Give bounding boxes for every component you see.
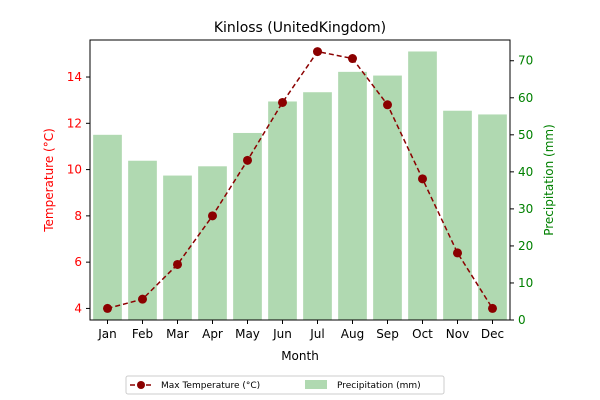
legend-label-temperature: Max Temperature (°C): [161, 381, 260, 391]
y-right-tick-label: 20: [518, 239, 533, 253]
legend-bar-swatch: [305, 380, 327, 389]
y-right-tick-label: 50: [518, 128, 533, 142]
temperature-point-nov: [453, 248, 462, 258]
legend-frame: [125, 375, 445, 395]
y-left-tick-label: 14: [67, 70, 82, 84]
temperature-series-line: [107, 50, 494, 310]
temperature-point-oct: [418, 174, 427, 184]
y-right-tick-label: 40: [518, 165, 533, 179]
temperature-point-mar: [173, 259, 182, 269]
y-left-tick-label: 6: [74, 255, 82, 269]
x-tick-label-nov: Nov: [446, 327, 469, 341]
y-right-tick-label: 70: [518, 54, 533, 68]
legend: Max Temperature (°C) Precipitation (mm): [125, 375, 445, 395]
x-tick-label-jul: Jul: [309, 327, 324, 341]
precipitation-bar-aug: [338, 71, 367, 320]
precipitation-bar-apr: [198, 166, 227, 320]
x-tick-label-may: May: [235, 327, 260, 341]
x-tick-label-sep: Sep: [376, 327, 399, 341]
chart-title: Kinloss (UnitedKingdom): [214, 20, 386, 36]
precipitation-bar-dec: [478, 114, 507, 320]
precipitation-bar-jan: [93, 134, 122, 320]
temperature-point-jun: [278, 97, 287, 107]
y-left-tick-label: 10: [67, 163, 82, 177]
x-tick-label-dec: Dec: [481, 327, 504, 341]
y-left-tick-label: 8: [74, 209, 82, 223]
precipitation-bar-sep: [373, 75, 402, 320]
precipitation-bar-jul: [303, 92, 332, 320]
temperature-point-may: [243, 155, 252, 165]
y-axis-right-label: Precipitation (mm): [542, 124, 556, 236]
temperature-point-dec: [488, 303, 497, 313]
precipitation-bar-oct: [408, 51, 437, 321]
y-right-tick-label: 60: [518, 91, 533, 105]
x-axis-label: Month: [281, 349, 319, 363]
temperature-point-jul: [313, 47, 322, 57]
precipitation-bar-mar: [163, 175, 192, 320]
temperature-line: [103, 47, 497, 313]
temperature-point-apr: [208, 211, 217, 221]
precipitation-bars: [93, 51, 507, 321]
x-tick-label-mar: Mar: [166, 327, 189, 341]
x-tick-label-jun: Jun: [272, 327, 292, 341]
precipitation-bar-nov: [443, 110, 472, 320]
temperature-point-jan: [103, 303, 112, 313]
y-axis-left-label: Temperature (°C): [42, 128, 56, 233]
y-right-tick-label: 0: [518, 313, 526, 327]
legend-label-precipitation: Precipitation (mm): [337, 381, 421, 391]
y-right-tick-label: 10: [518, 276, 533, 290]
temperature-point-aug: [348, 54, 357, 64]
x-tick-label-oct: Oct: [412, 327, 433, 341]
y-left-tick-label: 12: [67, 116, 82, 130]
temperature-point-sep: [383, 100, 392, 110]
precipitation-bar-feb: [128, 160, 157, 320]
plot-frame: [89, 39, 511, 321]
y-right-tick-label: 30: [518, 202, 533, 216]
x-tick-label-aug: Aug: [341, 327, 364, 341]
x-tick-label-feb: Feb: [132, 327, 153, 341]
axes: Jan Feb Mar Apr May Jun Jul Aug Sep Oct Nov Dec 4 6 8 1…: [67, 39, 533, 341]
x-tick-label-apr: Apr: [202, 327, 223, 341]
precipitation-bar-jun: [268, 101, 297, 321]
temperature-point-feb: [138, 294, 147, 304]
x-tick-label-jan: Jan: [97, 327, 117, 341]
y-left-tick-label: 4: [74, 301, 82, 315]
legend-marker-icon: [137, 381, 145, 389]
